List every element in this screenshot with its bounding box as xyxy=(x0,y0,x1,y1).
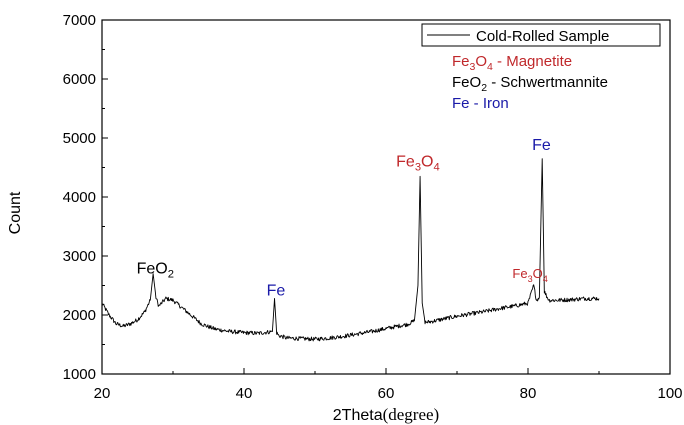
phase-key-line: Fe3O4 - Magnetite xyxy=(452,53,572,73)
y-tick-label: 4000 xyxy=(63,189,96,206)
x-axis-title-main: 2Theta xyxy=(333,407,383,424)
peak-label: Fe xyxy=(267,283,286,300)
y-axis: 1000 2000 3000 4000 5000 6000 7000 xyxy=(63,12,108,383)
x-axis: 20 40 60 80 100 xyxy=(94,368,683,402)
x-axis-title-unit: (degree) xyxy=(383,405,440,424)
y-tick-label: 3000 xyxy=(63,248,96,265)
y-tick-label: 6000 xyxy=(63,71,96,88)
phase-key-line: FeO2 - Schwertmannite xyxy=(452,74,608,94)
peak-label: Fe3O4 xyxy=(512,266,547,284)
peak-annotations: FeO2 Fe Fe3O4 Fe3O4 Fe xyxy=(137,137,551,300)
legend-box xyxy=(421,23,661,47)
series-line-cold-rolled xyxy=(101,158,600,342)
y-tick-label: 2000 xyxy=(63,307,96,324)
x-tick-label: 20 xyxy=(94,385,111,402)
x-tick-label: 60 xyxy=(378,385,395,402)
y-tick-label: 1000 xyxy=(63,366,96,383)
series-layer xyxy=(101,158,600,342)
legend: Cold-Rolled Sample xyxy=(421,23,661,47)
y-tick-label: 7000 xyxy=(63,12,96,29)
legend-entry-label: Cold-Rolled Sample xyxy=(476,28,609,45)
x-axis-title: 2Theta(degree) xyxy=(333,405,439,424)
x-tick-label: 80 xyxy=(520,385,537,402)
phase-key-line: Fe - Iron xyxy=(452,95,509,112)
peak-label: Fe3O4 xyxy=(396,153,440,173)
peak-label: FeO2 xyxy=(137,261,174,281)
x-tick-label: 40 xyxy=(236,385,253,402)
x-tick-label: 100 xyxy=(657,385,682,402)
y-tick-label: 5000 xyxy=(63,130,96,147)
peak-label: Fe xyxy=(532,137,551,154)
y-axis-title: Count xyxy=(7,191,24,234)
